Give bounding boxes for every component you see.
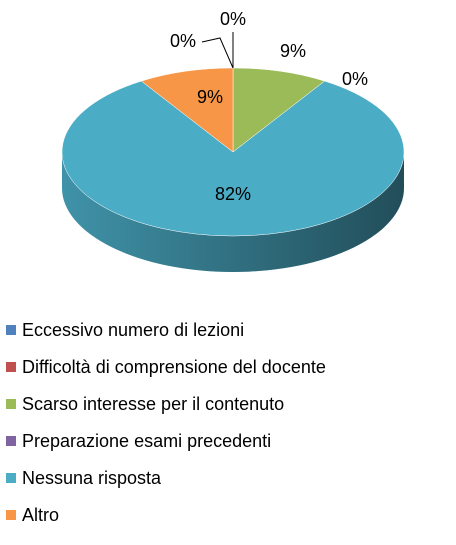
legend-swatch bbox=[6, 362, 16, 372]
slice bbox=[232, 67, 326, 153]
legend-label: Altro bbox=[22, 505, 59, 525]
legend-label: Preparazione esami precedenti bbox=[22, 431, 271, 451]
slice bbox=[61, 80, 405, 237]
legend: Eccessivo numero di lezioni Difficoltà di… bbox=[6, 320, 326, 525]
data-label: 9% bbox=[280, 41, 306, 61]
pie-sides bbox=[62, 152, 404, 272]
legend-label: Difficoltà di comprensione del docente bbox=[22, 357, 326, 377]
legend-swatch bbox=[6, 399, 16, 409]
data-label: 0% bbox=[220, 9, 246, 29]
pie-top bbox=[61, 67, 405, 237]
legend-swatch bbox=[6, 473, 16, 483]
data-label: 0% bbox=[170, 31, 196, 51]
slice bbox=[140, 67, 234, 153]
legend-swatch bbox=[6, 325, 16, 335]
data-label: 0% bbox=[342, 69, 368, 89]
leader-line bbox=[201, 37, 234, 69]
data-labels: 0% 0% 9% 0% 82% 9% bbox=[170, 9, 368, 204]
data-label: 82% bbox=[215, 184, 251, 204]
data-label: 9% bbox=[197, 87, 223, 107]
legend-swatch bbox=[6, 436, 16, 446]
slice-side-shade bbox=[62, 152, 404, 272]
legend-label: Eccessivo numero di lezioni bbox=[22, 320, 244, 340]
legend-label: Scarso interesse per il contenuto bbox=[22, 394, 284, 414]
legend-label: Nessuna risposta bbox=[22, 468, 162, 488]
legend-swatch bbox=[6, 510, 16, 520]
